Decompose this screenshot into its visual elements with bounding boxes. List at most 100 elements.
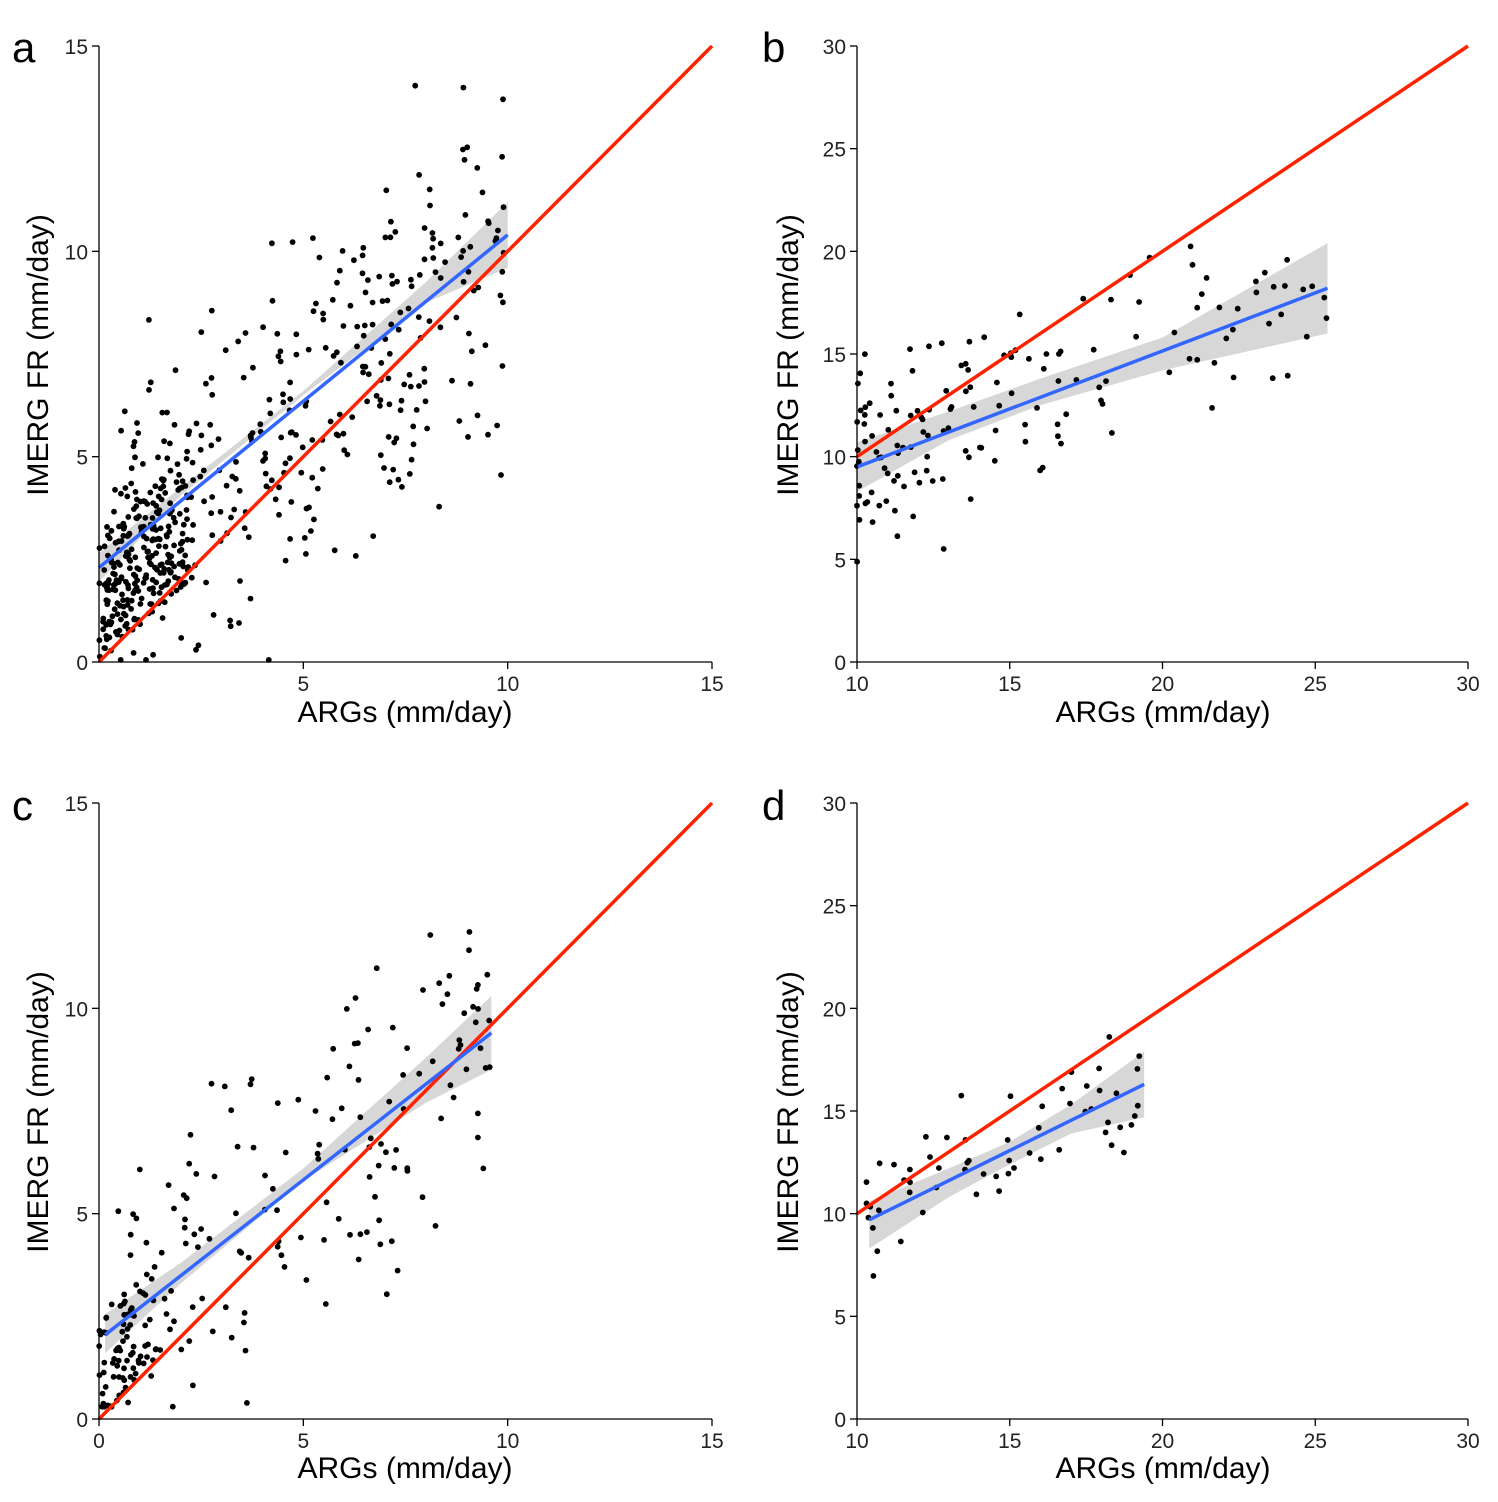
data-point [171, 421, 178, 428]
data-point [392, 229, 399, 235]
data-point [919, 1209, 926, 1216]
data-point [319, 466, 326, 472]
data-point [911, 469, 918, 476]
y-tick-label: 30 [823, 36, 846, 59]
data-point [970, 404, 977, 410]
data-point [287, 396, 294, 402]
data-point [369, 299, 376, 306]
data-point [153, 509, 160, 516]
data-point [126, 556, 133, 563]
data-point [364, 1229, 370, 1235]
data-point [182, 552, 189, 559]
data-point [1323, 315, 1330, 321]
data-point [400, 1072, 406, 1078]
data-point [408, 283, 415, 290]
data-point [499, 153, 505, 160]
data-point [130, 443, 137, 450]
data-point [1026, 1150, 1033, 1156]
data-point [482, 342, 489, 349]
data-point [432, 269, 439, 275]
data-point [389, 1024, 396, 1031]
data-point [176, 510, 183, 517]
data-point [242, 330, 249, 336]
data-point [1278, 311, 1285, 318]
data-point [981, 334, 988, 341]
data-point [329, 1116, 336, 1123]
data-point [125, 551, 132, 558]
data-point [145, 554, 152, 561]
data-point [389, 272, 395, 279]
data-point [377, 397, 384, 403]
data-point [298, 1234, 304, 1241]
data-point [888, 380, 894, 387]
data-point [179, 559, 186, 566]
data-point [397, 309, 404, 316]
data-point [315, 1156, 322, 1162]
data-point [260, 458, 266, 464]
data-point [238, 1249, 245, 1256]
data-point [442, 259, 448, 265]
data-point [862, 438, 868, 445]
data-point [1166, 369, 1173, 376]
data-point [455, 1045, 462, 1052]
data-point [170, 514, 177, 521]
data-point [404, 1168, 411, 1174]
data-point [393, 435, 400, 442]
x-axis-title: ARGs (mm/day) [1055, 696, 1270, 729]
regression-line [856, 286, 1329, 469]
data-point [996, 402, 1003, 409]
data-point [231, 506, 238, 513]
data-point [112, 571, 118, 578]
data-point [421, 379, 428, 385]
data-point [241, 1319, 247, 1326]
data-point [184, 516, 190, 522]
data-point [155, 454, 161, 461]
data-point [446, 972, 453, 979]
data-point [444, 991, 451, 998]
data-point [316, 1141, 323, 1148]
data-point [965, 367, 971, 373]
data-point [130, 650, 137, 656]
data-point [420, 987, 426, 993]
data-point [1022, 421, 1028, 428]
data-point [268, 477, 275, 484]
data-point [320, 310, 326, 317]
data-point [186, 1160, 193, 1167]
data-point [145, 1341, 151, 1348]
data-point [372, 1193, 378, 1200]
data-point [906, 1189, 913, 1196]
data-point [263, 483, 270, 490]
data-point [187, 1131, 194, 1138]
data-point [485, 220, 492, 227]
data-point [109, 613, 116, 620]
data-point [103, 1314, 110, 1321]
data-point [472, 1019, 479, 1026]
data-point [153, 550, 160, 556]
data-point [857, 407, 864, 414]
data-point [1106, 1034, 1113, 1040]
data-point [461, 156, 468, 163]
data-point [993, 1173, 1000, 1180]
data-point [870, 1225, 876, 1231]
data-point [151, 1264, 158, 1270]
data-point [128, 606, 135, 612]
data-point [184, 448, 191, 455]
data-point [967, 496, 974, 502]
data-point [142, 514, 149, 521]
data-point [419, 1194, 426, 1201]
x-tick-label: 25 [1304, 1430, 1327, 1453]
data-point [948, 404, 955, 410]
x-tick-label: 15 [998, 1430, 1021, 1453]
data-point [173, 587, 180, 594]
data-point [128, 546, 135, 553]
data-point [365, 371, 372, 378]
data-point [1098, 397, 1104, 404]
data-point [1133, 333, 1139, 340]
data-point [391, 1165, 398, 1171]
data-point [386, 350, 393, 357]
data-point [1230, 374, 1237, 381]
data-point [354, 323, 361, 330]
data-point [282, 557, 289, 564]
data-point [329, 296, 336, 303]
data-point [148, 1276, 155, 1282]
